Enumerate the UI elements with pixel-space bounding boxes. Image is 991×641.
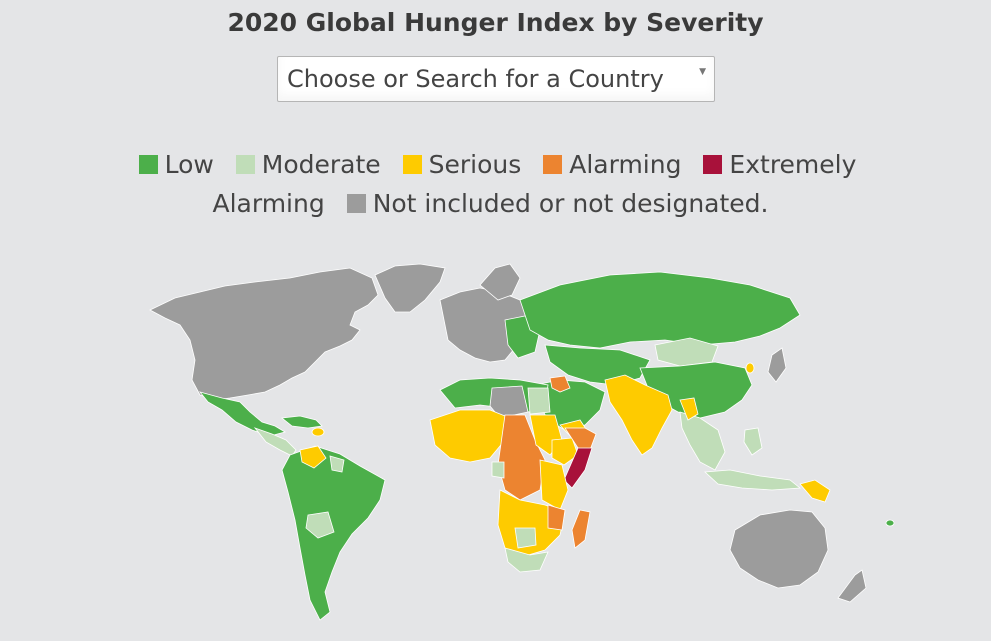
legend-swatch-moderate: [235, 155, 255, 174]
region-mexico[interactable]: [198, 391, 287, 437]
legend-label-low: Low: [164, 150, 214, 179]
region-gabon[interactable]: [491, 461, 505, 479]
legend-label-serious: Serious: [428, 150, 522, 179]
legend-swatch-extremely-alarming: [703, 155, 723, 174]
region-greenland[interactable]: [374, 263, 446, 313]
region-russia[interactable]: [519, 271, 801, 349]
legend-swatch-alarming: [543, 155, 563, 174]
region-philippines[interactable]: [743, 427, 763, 456]
legend-item-extremely-alarming[interactable]: Extremely Alarming: [213, 150, 857, 218]
region-south-america[interactable]: [281, 445, 386, 621]
legend-swatch-serious: [402, 155, 422, 174]
region-ethiopia[interactable]: [551, 437, 579, 466]
region-mozambique[interactable]: [547, 504, 566, 531]
region-madagascar[interactable]: [571, 509, 591, 549]
country-select-placeholder: Choose or Search for a Country: [287, 65, 664, 93]
world-map[interactable]: [95, 250, 905, 641]
region-japan[interactable]: [767, 347, 787, 383]
region-venezuela[interactable]: [299, 445, 327, 469]
legend-item-alarming[interactable]: Alarming: [543, 150, 681, 179]
legend-label-not-included: Not included or not designated.: [372, 189, 769, 218]
region-syria-iraq[interactable]: [549, 375, 571, 393]
region-caribbean[interactable]: [280, 415, 323, 429]
region-west-africa[interactable]: [429, 409, 511, 463]
region-australia[interactable]: [729, 509, 829, 589]
region-egypt[interactable]: [527, 387, 551, 415]
region-scandinavia[interactable]: [479, 263, 521, 301]
region-central-america[interactable]: [253, 427, 297, 457]
severity-legend: Low Moderate Serious Alarming Extremely …: [130, 145, 865, 223]
legend-label-moderate: Moderate: [261, 150, 381, 179]
country-select[interactable]: Choose or Search for a Country ▼: [277, 56, 715, 102]
region-somalia[interactable]: [563, 447, 593, 489]
region-south-africa[interactable]: [504, 547, 549, 573]
region-solomon-islands[interactable]: [885, 519, 895, 527]
region-papua-new-guinea[interactable]: [799, 479, 831, 503]
region-southeast-asia[interactable]: [679, 411, 726, 471]
region-haiti[interactable]: [311, 427, 325, 437]
region-indonesia[interactable]: [704, 469, 802, 491]
legend-item-low[interactable]: Low: [138, 150, 214, 179]
legend-item-serious[interactable]: Serious: [402, 150, 522, 179]
legend-label-extremely-alarming: Extremely Alarming: [212, 150, 857, 218]
chevron-down-icon: ▼: [699, 67, 706, 77]
region-south-asia[interactable]: [604, 374, 673, 456]
legend-label-alarming: Alarming: [569, 150, 682, 179]
region-botswana[interactable]: [514, 527, 537, 549]
legend-swatch-low: [138, 155, 158, 174]
region-myanmar[interactable]: [679, 397, 699, 421]
region-new-zealand[interactable]: [837, 569, 867, 603]
region-east-africa[interactable]: [539, 459, 569, 511]
region-guyana[interactable]: [329, 455, 345, 473]
region-bolivia[interactable]: [305, 511, 335, 539]
legend-swatch-not-included: [346, 194, 366, 213]
region-north-korea[interactable]: [745, 362, 755, 374]
legend-item-not-included[interactable]: Not included or not designated.: [346, 189, 769, 218]
region-horn-alarming[interactable]: [564, 427, 597, 451]
page-title: 2020 Global Hunger Index by Severity: [227, 8, 764, 37]
legend-item-moderate[interactable]: Moderate: [235, 150, 381, 179]
region-north-america[interactable]: [149, 267, 379, 401]
